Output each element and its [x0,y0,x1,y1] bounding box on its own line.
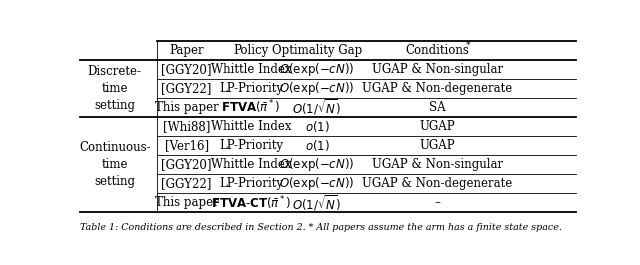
Text: $O(\exp(-cN))$: $O(\exp(-cN))$ [280,175,355,192]
Text: $O(\exp(-cN))$: $O(\exp(-cN))$ [280,61,355,78]
Text: Policy: Policy [234,44,269,57]
Text: UGAP & Non-degenerate: UGAP & Non-degenerate [362,82,512,95]
Text: This paper: This paper [155,101,218,114]
Text: Conditions: Conditions [405,44,469,57]
Text: UGAP & Non-singular: UGAP & Non-singular [372,63,502,76]
Text: –: – [434,196,440,209]
Text: LP-Priority: LP-Priority [219,82,283,95]
Text: Discrete-
time
setting: Discrete- time setting [88,65,141,112]
Text: $O(1/\sqrt{N})$: $O(1/\sqrt{N})$ [292,98,342,117]
Text: $o(1)$: $o(1)$ [305,138,330,153]
Text: UGAP & Non-singular: UGAP & Non-singular [372,158,502,171]
Text: Whittle Index: Whittle Index [211,63,291,76]
Text: $O(1/\sqrt{N})$: $O(1/\sqrt{N})$ [292,193,342,213]
Text: *: * [466,41,470,50]
Text: UGAP: UGAP [419,139,455,152]
Text: Paper: Paper [170,44,204,57]
Text: $\mathbf{FTVA}(\bar{\pi}^*)$: $\mathbf{FTVA}(\bar{\pi}^*)$ [221,99,281,116]
Text: [GGY22]: [GGY22] [161,82,212,95]
Text: [Whi88]: [Whi88] [163,120,211,133]
Text: LP-Priority: LP-Priority [219,139,283,152]
Text: [GGY20]: [GGY20] [161,158,212,171]
Text: Optimality Gap: Optimality Gap [272,44,362,57]
Text: $o(1)$: $o(1)$ [305,119,330,134]
Text: Whittle Index: Whittle Index [211,158,291,171]
Text: $\mathbf{FTVA\text{-}CT}(\bar{\pi}^*)$: $\mathbf{FTVA\text{-}CT}(\bar{\pi}^*)$ [211,194,291,212]
Text: Whittle Index: Whittle Index [211,120,291,133]
Text: Table 1: Conditions are described in Section 2. * All papers assume the arm has : Table 1: Conditions are described in Sec… [80,223,562,232]
Text: $O(\exp(-cN))$: $O(\exp(-cN))$ [280,80,355,97]
Text: [GGY22]: [GGY22] [161,177,212,190]
Text: UGAP: UGAP [419,120,455,133]
Text: [Ver16]: [Ver16] [164,139,209,152]
Text: Continuous-
time
setting: Continuous- time setting [79,141,150,188]
Text: This paper: This paper [155,196,218,209]
Text: $O(\exp(-cN))$: $O(\exp(-cN))$ [280,156,355,173]
Text: LP-Priority: LP-Priority [219,177,283,190]
Text: [GGY20]: [GGY20] [161,63,212,76]
Text: SA: SA [429,101,445,114]
Text: UGAP & Non-degenerate: UGAP & Non-degenerate [362,177,512,190]
